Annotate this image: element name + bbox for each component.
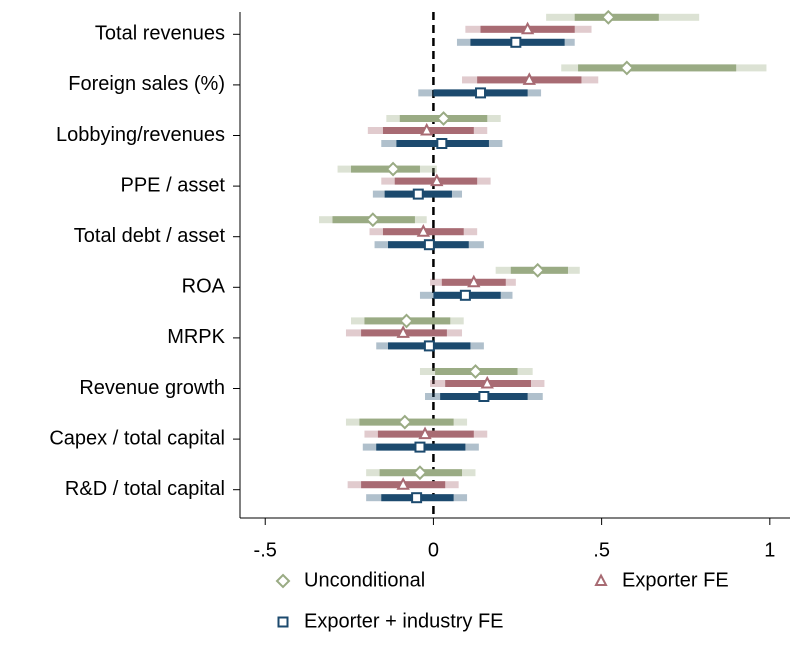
point-estimate bbox=[397, 414, 413, 430]
point-estimate bbox=[399, 313, 414, 329]
point-estimate bbox=[396, 325, 410, 338]
point-estimate bbox=[436, 111, 451, 126]
y-tick-label: Revenue growth bbox=[79, 377, 225, 399]
point-estimate bbox=[522, 72, 536, 85]
y-tick-label: Foreign sales (%) bbox=[68, 73, 225, 95]
point-estimate bbox=[520, 21, 535, 35]
point-estimate bbox=[467, 274, 481, 288]
y-tick-label: Capex / total capital bbox=[49, 427, 225, 449]
y-tick-label: Lobbying/revenues bbox=[56, 124, 225, 146]
point-estimate bbox=[600, 9, 616, 25]
point-estimate bbox=[459, 289, 471, 301]
x-tick-label: .5 bbox=[593, 539, 610, 561]
x-tick-label: 0 bbox=[428, 539, 439, 561]
point-estimate bbox=[416, 224, 430, 237]
point-estimate bbox=[619, 60, 635, 76]
point-estimate bbox=[412, 188, 424, 200]
ci-inner bbox=[351, 165, 420, 173]
ci-inner bbox=[578, 64, 737, 72]
point-estimate bbox=[385, 161, 401, 177]
point-estimate bbox=[478, 391, 490, 402]
y-tick-label: Total revenues bbox=[95, 23, 225, 45]
legend-marker bbox=[594, 573, 608, 586]
point-estimate bbox=[423, 340, 435, 352]
point-estimate bbox=[475, 87, 487, 99]
point-estimate bbox=[418, 426, 432, 440]
y-tick-label: PPE / asset bbox=[121, 174, 226, 196]
point-estimate bbox=[436, 138, 448, 149]
legend-marker bbox=[277, 616, 289, 628]
point-estimate bbox=[423, 239, 435, 251]
point-estimate bbox=[530, 262, 546, 278]
point-estimate bbox=[396, 477, 410, 490]
y-tick-label: R&D / total capital bbox=[65, 478, 225, 500]
point-estimate bbox=[420, 122, 434, 136]
legend-label: Unconditional bbox=[304, 569, 425, 591]
ci-inner bbox=[574, 13, 659, 21]
point-estimate bbox=[430, 173, 444, 187]
point-estimate bbox=[412, 465, 428, 481]
point-estimate bbox=[510, 36, 522, 48]
legend-marker bbox=[275, 573, 291, 589]
x-tick-label: 1 bbox=[764, 539, 775, 561]
legend-label: Exporter + industry FE bbox=[304, 610, 504, 632]
legend-label: Exporter FE bbox=[622, 569, 729, 591]
y-tick-label: MRPK bbox=[167, 326, 225, 348]
y-tick-label: Total debt / asset bbox=[74, 225, 226, 247]
point-estimate bbox=[480, 375, 494, 389]
y-tick-label: ROA bbox=[182, 276, 226, 298]
point-estimate bbox=[365, 212, 381, 228]
x-tick-label: -.5 bbox=[254, 539, 277, 561]
point-estimate bbox=[411, 492, 423, 504]
point-estimate bbox=[468, 364, 483, 379]
point-estimate bbox=[414, 441, 426, 453]
